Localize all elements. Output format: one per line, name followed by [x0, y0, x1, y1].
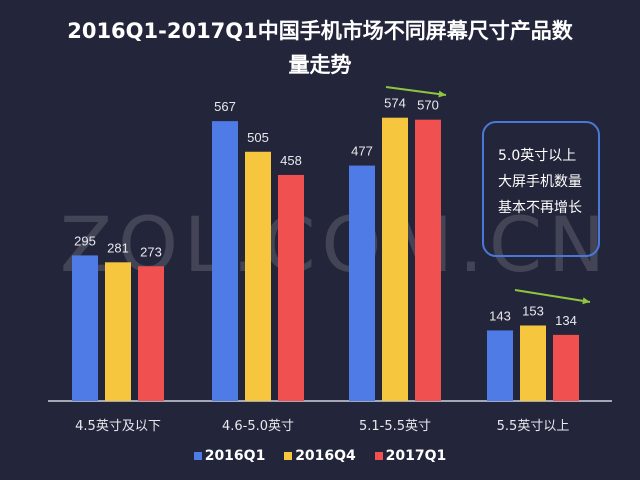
bar: [415, 119, 441, 401]
x-tick-label: 4.5英寸及以下: [75, 419, 161, 434]
legend-swatch: [193, 452, 202, 460]
data-label: 567: [214, 99, 236, 114]
bar: [487, 330, 513, 401]
data-label: 134: [555, 313, 577, 328]
bar: [349, 165, 375, 401]
data-label: 143: [489, 308, 511, 323]
data-label: 570: [417, 98, 439, 113]
annotation-line: 基本不再增长: [498, 200, 582, 216]
bar: [553, 334, 579, 401]
bar: [72, 255, 98, 401]
bar: [138, 266, 164, 401]
arrow-head-icon: [438, 90, 446, 98]
bar: [382, 117, 408, 402]
annotation-box: 5.0英寸以上 大屏手机数量 基本不再增长: [482, 121, 600, 257]
bar: [278, 174, 304, 401]
annotation-line: 大屏手机数量: [498, 174, 582, 190]
trend-arrow: [514, 289, 591, 303]
bar: [105, 262, 131, 401]
bar: [212, 121, 238, 401]
legend-item: 2017Q1: [374, 448, 447, 464]
data-label: 153: [522, 303, 544, 318]
legend-item: 2016Q1: [193, 448, 266, 464]
x-tick-label: 4.6-5.0英寸: [222, 419, 294, 434]
legend-item: 2016Q4: [284, 448, 356, 464]
bar: [520, 325, 546, 401]
data-label: 458: [280, 153, 302, 168]
data-label: 505: [247, 130, 269, 145]
data-label: 281: [107, 240, 129, 255]
annotation-line: 5.0英寸以上: [498, 148, 577, 164]
legend-label: 2016Q4: [295, 448, 356, 464]
legend-label: 2016Q1: [204, 448, 266, 464]
legend-label: 2017Q1: [385, 448, 447, 464]
data-label: 295: [74, 233, 96, 248]
x-tick-label: 5.1-5.5英寸: [359, 419, 431, 434]
legend-swatch: [284, 452, 293, 460]
data-label: 574: [384, 96, 406, 111]
x-tick-label: 5.5英寸以上: [497, 419, 570, 434]
legend: 2016Q1 2016Q4 2017Q1: [0, 448, 640, 464]
legend-swatch: [374, 452, 383, 460]
bar: [245, 151, 271, 401]
data-label: 477: [351, 144, 373, 159]
data-label: 273: [140, 244, 162, 259]
arrow-head-icon: [582, 297, 590, 305]
trend-arrow: [385, 86, 447, 96]
chart-title: 2016Q1-2017Q1中国手机市场不同屏幕尺寸产品数量走势: [67, 19, 573, 77]
